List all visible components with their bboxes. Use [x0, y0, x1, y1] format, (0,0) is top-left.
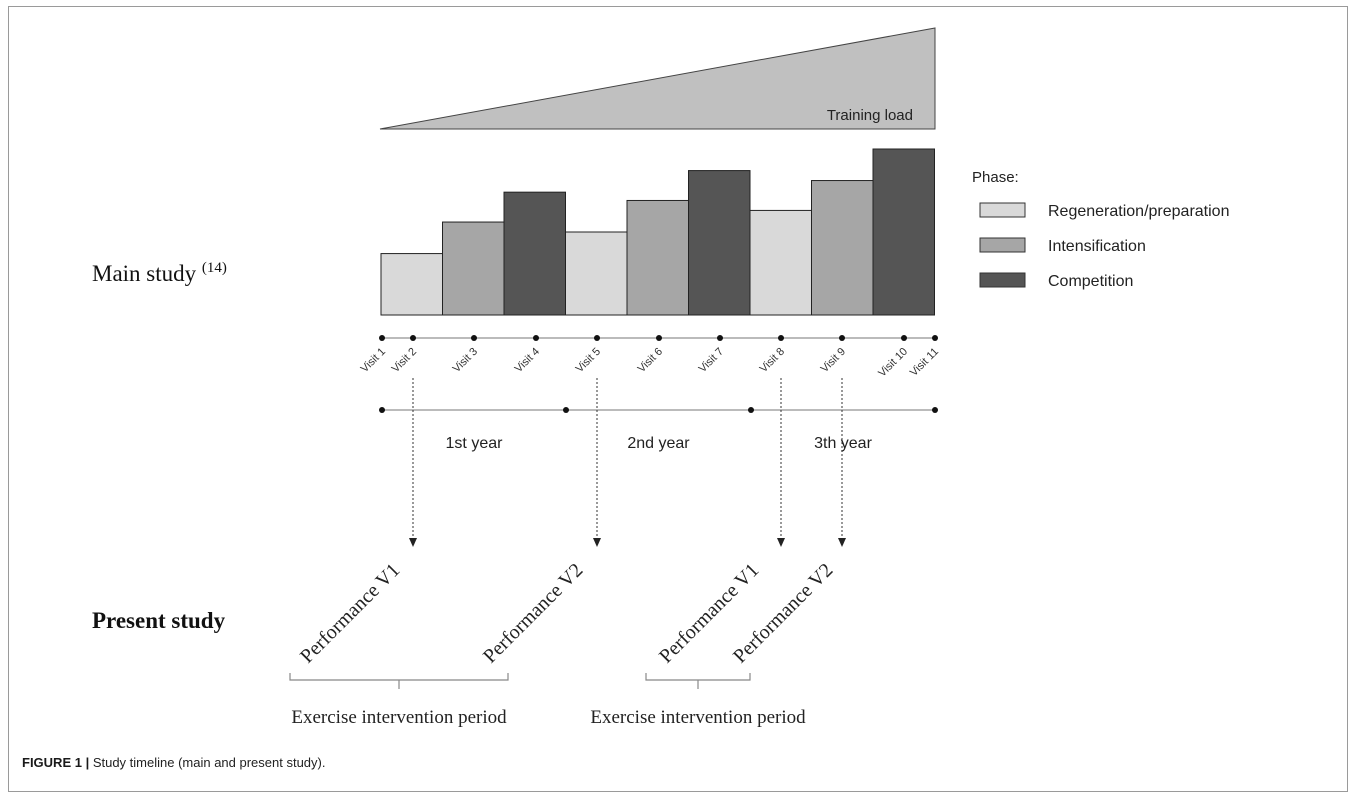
visit-dot — [379, 335, 385, 341]
figure-caption-text: Study timeline (main and present study). — [89, 755, 326, 770]
performance-label: Performance V1 — [296, 559, 404, 667]
legend-swatch-competition — [979, 272, 1026, 288]
phase-bar-regeneration — [565, 231, 628, 316]
intervention-period-label: Exercise intervention period — [590, 707, 806, 728]
phase-bar-competition — [688, 170, 751, 316]
phase-legend: Phase: Regeneration/preparation Intensifi… — [972, 169, 1229, 290]
phase-bar-intensification — [811, 180, 874, 316]
year-boundary-dot — [563, 407, 569, 413]
visit-label: Visit 6 — [636, 346, 666, 376]
performance-labels: Performance V1 Performance V2 Performance … — [296, 559, 837, 667]
visit-label: Visit 2 — [390, 346, 420, 376]
phase-bar-intensification — [626, 199, 689, 316]
phase-legend-title: Phase: — [972, 169, 1019, 186]
visit-dot — [901, 335, 907, 341]
visit-label: Visit 5 — [574, 346, 604, 376]
visit-dot — [471, 335, 477, 341]
year-timeline: 1st year 2nd year 3th year — [379, 407, 938, 452]
phase-bar-regeneration — [749, 209, 812, 316]
figure-caption-prefix: FIGURE 1 | — [22, 755, 90, 770]
visit-label: Visit 3 — [451, 346, 481, 376]
intervention-periods: Exercise intervention period Exercise int… — [289, 673, 806, 728]
visit-label: Visit 9 — [819, 346, 849, 376]
year-label: 3th year — [814, 435, 872, 452]
present-study-label: Present study — [92, 608, 226, 633]
year-label: 2nd year — [627, 435, 690, 452]
visit-label: Visit 10 — [876, 346, 910, 380]
legend-label-competition: Competition — [1048, 273, 1133, 290]
main-study-title: Main study — [92, 261, 202, 286]
visit-dot — [594, 335, 600, 341]
visit-timeline: Visit 1 Visit 2 Visit 3 Visit 4 Visit 5 Visit… — [359, 335, 941, 380]
phase-bar-intensification — [442, 221, 505, 316]
visit-label: Visit 8 — [758, 346, 788, 376]
visit-arrow-head — [593, 538, 601, 547]
visit-dot — [656, 335, 662, 341]
training-load-label: Training load — [827, 107, 913, 124]
main-study-label: Main study (14) — [92, 260, 227, 286]
visit-dot — [932, 335, 938, 341]
intervention-bracket — [645, 673, 751, 689]
year-label: 1st year — [446, 435, 504, 452]
figure-caption: FIGURE 1 | Study timeline (main and pres… — [22, 755, 325, 770]
figure-frame — [8, 6, 1348, 792]
visit-label: Visit 11 — [908, 346, 941, 379]
visit-dot — [778, 335, 784, 341]
main-study-reference: (14) — [202, 260, 227, 276]
visit-dot — [839, 335, 845, 341]
visit-dot — [533, 335, 539, 341]
phase-bar-competition — [872, 148, 935, 316]
legend-swatch-regeneration — [979, 202, 1026, 218]
visit-arrow-head — [838, 538, 846, 547]
year-boundary-dot — [748, 407, 754, 413]
legend-label-regeneration: Regeneration/preparation — [1048, 203, 1229, 220]
intervention-bracket — [289, 673, 509, 689]
training-load-wedge — [379, 27, 936, 130]
year-boundary-dot — [932, 407, 938, 413]
visit-dot — [410, 335, 416, 341]
performance-label: Performance V2 — [479, 559, 587, 667]
year-boundary-dot — [379, 407, 385, 413]
visit-arrow-head — [409, 538, 417, 547]
training-load: Training load — [379, 27, 936, 130]
visit-arrows — [409, 378, 846, 547]
visit-label: Visit 7 — [697, 346, 727, 376]
visit-arrow-head — [777, 538, 785, 547]
phase-bar-regeneration — [380, 253, 443, 316]
legend-label-intensification: Intensification — [1048, 238, 1146, 255]
phase-bar-competition — [503, 191, 566, 316]
legend-swatch-intensification — [979, 237, 1026, 253]
phase-bars — [380, 148, 935, 316]
visit-label: Visit 4 — [513, 346, 543, 376]
visit-dot — [717, 335, 723, 341]
visit-label: Visit 1 — [359, 346, 389, 376]
intervention-period-label: Exercise intervention period — [291, 707, 507, 728]
